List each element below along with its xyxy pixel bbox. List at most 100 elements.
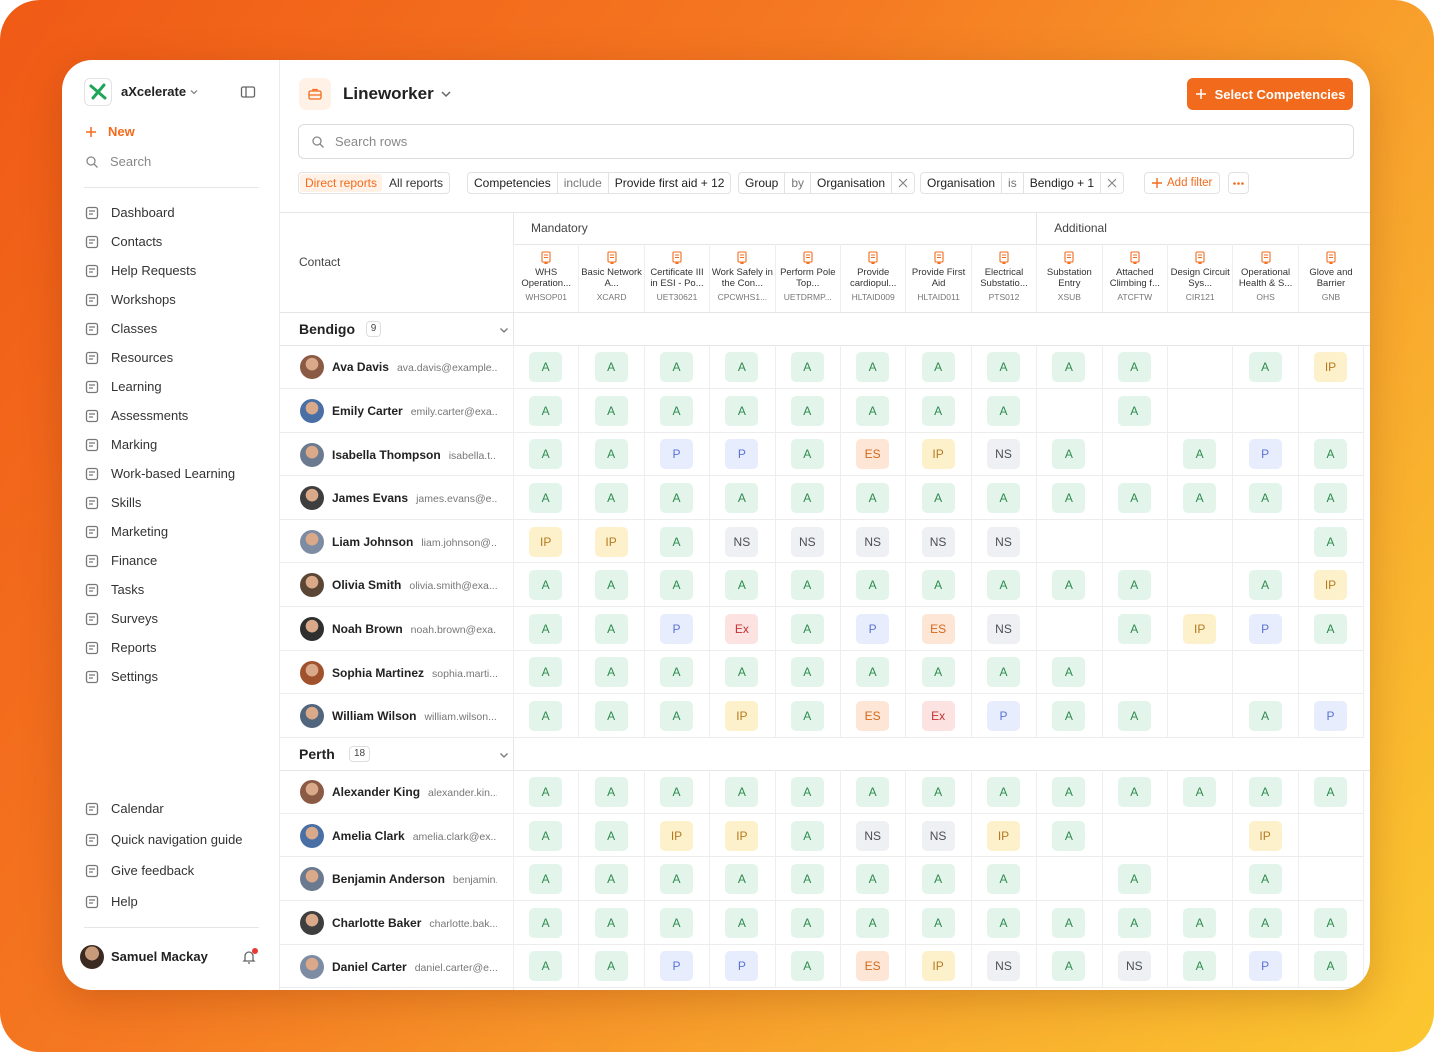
status-badge[interactable]: A [1052,777,1086,807]
status-badge[interactable]: NS [921,820,955,851]
status-badge[interactable]: A [1117,570,1151,601]
contact[interactable]: Emily Carter emily.carter@exa... [332,403,497,420]
filter-chip[interactable]: Group by Organisation [738,172,916,194]
status-badge[interactable]: A [1248,570,1282,601]
status-badge[interactable]: A [1314,526,1347,557]
status-badge[interactable]: A [660,907,693,938]
nav-item[interactable]: Help [84,893,259,911]
nav-item[interactable]: Classes [84,320,259,338]
status-badge[interactable]: A [725,777,759,807]
status-badge[interactable]: A [1314,907,1347,938]
contact[interactable]: Daniel Carter daniel.carter@e... [332,959,497,976]
nav-item[interactable]: Learning [84,378,259,396]
status-badge[interactable]: A [921,657,955,688]
user-name[interactable]: Samuel Mackay [111,949,208,964]
nav-item[interactable]: Settings [84,668,259,686]
status-badge[interactable]: A [921,352,955,383]
status-badge[interactable]: A [725,907,759,938]
status-badge[interactable]: A [1183,907,1217,938]
status-badge[interactable]: A [594,570,628,601]
status-badge[interactable]: ES [921,613,955,644]
status-badge[interactable]: A [529,352,563,383]
tab[interactable]: Direct reports [300,174,383,192]
status-badge[interactable]: A [529,657,563,688]
status-badge[interactable]: A [1052,483,1086,513]
status-badge[interactable]: A [1183,439,1217,470]
status-badge[interactable]: A [1314,951,1347,982]
status-badge[interactable]: A [529,777,563,807]
nav-item[interactable]: Surveys [84,610,259,628]
status-badge[interactable]: A [529,439,563,470]
contact[interactable]: Liam Johnson liam.johnson@... [332,534,497,551]
filter-chip[interactable]: Competencies include Provide first aid + 1… [467,172,732,194]
status-badge[interactable]: A [921,483,955,513]
status-badge[interactable]: A [1314,613,1347,644]
status-badge[interactable]: P [1248,439,1282,470]
status-badge[interactable]: A [1117,701,1151,731]
status-badge[interactable]: A [790,951,824,982]
status-badge[interactable]: A [725,657,759,688]
contact[interactable]: Amelia Clark amelia.clark@ex... [332,828,497,845]
status-badge[interactable]: A [660,777,693,807]
status-badge[interactable]: A [1248,701,1282,731]
status-badge[interactable]: P [856,613,890,644]
status-badge[interactable]: A [790,777,824,807]
contact[interactable]: Ava Davis ava.davis@example... [332,359,497,376]
status-badge[interactable]: A [1248,777,1282,807]
status-badge[interactable]: A [594,820,628,851]
status-badge[interactable]: A [725,864,759,895]
status-badge[interactable]: A [790,352,824,383]
status-badge[interactable]: P [1314,701,1347,731]
status-badge[interactable]: A [1117,777,1151,807]
contact[interactable]: Benjamin Anderson benjamin... [332,871,497,888]
status-badge[interactable]: IP [1248,820,1282,851]
status-badge[interactable]: NS [725,526,759,557]
status-badge[interactable]: A [660,395,693,426]
status-badge[interactable]: A [790,657,824,688]
status-badge[interactable]: A [790,613,824,644]
status-badge[interactable]: NS [987,526,1020,557]
status-badge[interactable]: P [725,439,759,470]
status-badge[interactable]: IP [725,701,759,731]
tab[interactable]: All reports [389,176,444,190]
brand[interactable]: aXcelerate [121,84,187,99]
contact[interactable]: Olivia Smith olivia.smith@exa... [332,577,497,594]
status-badge[interactable]: A [1314,483,1347,513]
column-header[interactable]: Work Safely in the Con... CPCWHS1... [709,244,774,312]
column-header[interactable]: Provide First Aid HLTAID011 [905,244,970,312]
filter-chip[interactable]: Organisation is Bendigo + 1 [920,172,1125,194]
status-badge[interactable]: A [921,864,955,895]
status-badge[interactable]: A [660,701,693,731]
status-badge[interactable]: A [856,657,890,688]
status-badge[interactable]: IP [921,951,955,982]
status-badge[interactable]: A [790,864,824,895]
status-badge[interactable]: A [1052,439,1086,470]
status-badge[interactable]: A [987,483,1020,513]
status-badge[interactable]: A [594,613,628,644]
status-badge[interactable]: A [790,439,824,470]
status-badge[interactable]: A [790,820,824,851]
status-badge[interactable]: NS [856,526,890,557]
status-badge[interactable]: A [1117,613,1151,644]
column-header[interactable]: Provide cardiopul... HLTAID009 [840,244,905,312]
status-badge[interactable]: IP [1314,570,1347,601]
nav-item[interactable]: Finance [84,552,259,570]
nav-item[interactable]: Assessments [84,407,259,425]
contact[interactable]: Isabella Thompson isabella.t... [332,447,497,464]
status-badge[interactable]: P [660,439,693,470]
nav-item[interactable]: Tasks [84,581,259,599]
group-chevron[interactable] [498,323,510,341]
status-badge[interactable]: IP [1314,352,1347,383]
status-badge[interactable]: IP [725,820,759,851]
status-badge[interactable]: A [987,570,1020,601]
nav-item[interactable]: Marking [84,436,259,454]
status-badge[interactable]: Ex [921,701,955,731]
column-header[interactable]: Operational Health & S... OHS [1232,244,1297,312]
status-badge[interactable]: NS [856,820,890,851]
status-badge[interactable]: A [1052,701,1086,731]
status-badge[interactable]: A [856,483,890,513]
status-badge[interactable]: NS [1117,951,1151,982]
status-badge[interactable]: A [1248,864,1282,895]
status-badge[interactable]: A [1117,352,1151,383]
status-badge[interactable]: A [1117,483,1151,513]
